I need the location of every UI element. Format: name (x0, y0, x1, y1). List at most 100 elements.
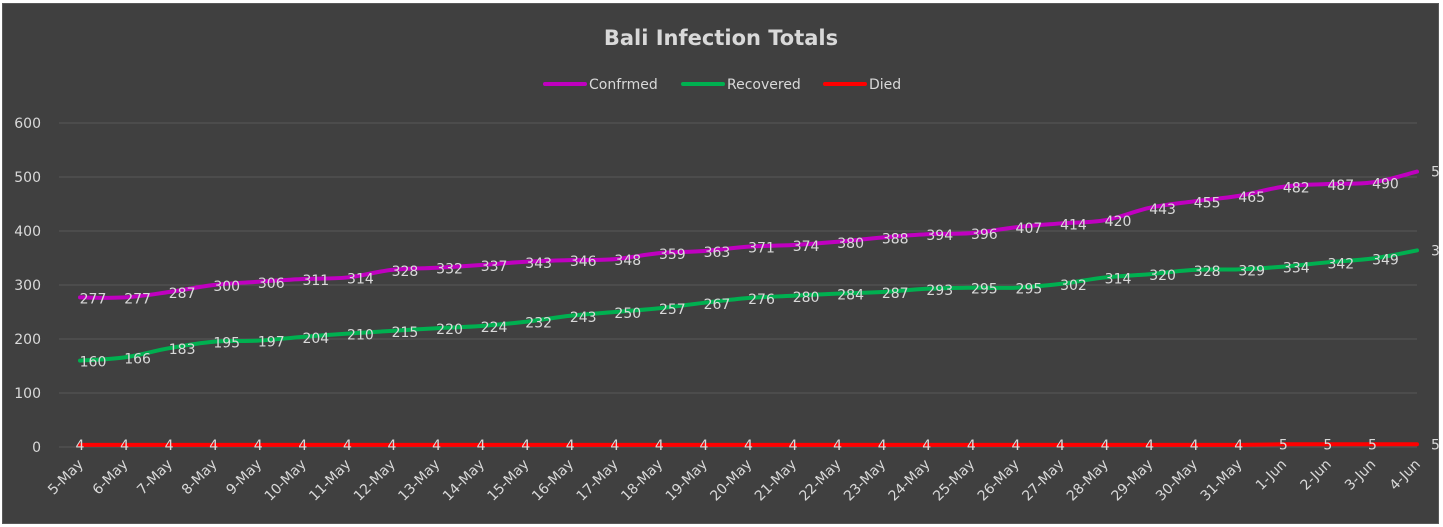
confrmed-data-label: 300 (213, 279, 240, 295)
recovered-data-label: 334 (1283, 261, 1310, 277)
died-data-label: 4 (343, 438, 352, 454)
recovered-data-label: 302 (1060, 278, 1087, 294)
died-data-label: 4 (922, 438, 931, 454)
x-tick-label: 13-May (395, 457, 443, 505)
died-data-label: 4 (477, 438, 486, 454)
y-tick-label: 200 (14, 332, 41, 348)
died-data-label: 4 (566, 438, 575, 454)
y-tick-label: 300 (14, 278, 41, 294)
confrmed-data-label: 371 (748, 241, 775, 257)
x-tick-label: 31-May (1198, 457, 1246, 505)
recovered-data-label: 329 (1238, 263, 1265, 279)
confrmed-data-label: 311 (302, 273, 329, 289)
died-data-label: 4 (610, 438, 619, 454)
recovered-data-label: 287 (882, 286, 909, 302)
confrmed-data-label: 343 (525, 256, 552, 272)
recovered-data-label: 204 (302, 331, 329, 347)
x-tick-label: 20-May (707, 457, 755, 505)
confrmed-data-label: 332 (436, 262, 463, 278)
x-tick-label: 1-Jun (1253, 457, 1290, 494)
x-tick-label: 28-May (1064, 457, 1112, 505)
recovered-series-line (78, 248, 1419, 363)
confrmed-data-label: 277 (80, 291, 107, 307)
confrmed-data-label: 420 (1105, 214, 1132, 230)
x-tick-label: 6-May (90, 457, 132, 499)
confrmed-data-label: 443 (1149, 202, 1176, 218)
confrmed-data-label: 346 (570, 254, 597, 270)
died-data-label: 4 (1190, 438, 1199, 454)
died-data-label: 4 (833, 438, 842, 454)
x-tick-label: 14-May (440, 457, 488, 505)
recovered-data-label: 293 (926, 283, 953, 299)
recovered-data-label: 342 (1327, 256, 1354, 272)
x-axis: 5-May 6-May 7-May 8-May 9-May10-May11-May12-… (45, 457, 1424, 505)
recovered-data-label: 220 (436, 322, 463, 338)
recovered-data-label: 197 (258, 335, 285, 351)
confrmed-data-label: 277 (124, 291, 151, 307)
x-tick-label: 16-May (529, 457, 577, 505)
recovered-data-label: 166 (124, 351, 151, 367)
chart-area: Bali Infection Totals Confrmed Recovered D… (2, 3, 1440, 524)
confrmed-data-label: 359 (659, 247, 686, 263)
died-data-label: 4 (1101, 438, 1110, 454)
died-data-label: 4 (388, 438, 397, 454)
confrmed-data-label: 414 (1060, 217, 1087, 233)
x-tick-label: 27-May (1019, 457, 1067, 505)
recovered-data-label: 183 (169, 342, 196, 358)
died-data-label: 5 (1279, 437, 1288, 453)
died-data-label: 4 (165, 438, 174, 454)
died-data-label: 4 (298, 438, 307, 454)
recovered-data-label: 224 (481, 320, 508, 336)
x-tick-label: 9-May (223, 457, 265, 499)
x-tick-label: 12-May (351, 457, 399, 505)
x-tick-label: 26-May (975, 457, 1023, 505)
died-data-label: 4 (1145, 438, 1154, 454)
x-tick-label: 11-May (306, 457, 354, 505)
recovered-data-label: 257 (659, 302, 686, 318)
died-data-label: 4 (1011, 438, 1020, 454)
confrmed-data-label: 337 (481, 259, 508, 275)
died-data-label: 5 (1323, 437, 1332, 453)
confrmed-data-label: 490 (1372, 176, 1399, 192)
died-data-label: 4 (1234, 438, 1243, 454)
x-tick-label: 25-May (930, 457, 978, 505)
x-tick-label: 21-May (752, 457, 800, 505)
died-data-label: 4 (432, 438, 441, 454)
confrmed-data-label: 348 (614, 253, 641, 269)
confrmed-series-line (78, 169, 1419, 300)
died-data-label: 4 (967, 438, 976, 454)
confrmed-data-label: 306 (258, 276, 285, 292)
died-data-label: 5 (1431, 437, 1440, 453)
recovered-data-label: 243 (570, 310, 597, 326)
legend-label-recovered: Recovered (727, 77, 801, 93)
recovered-data-label: 276 (748, 292, 775, 308)
confrmed-data-label: 465 (1238, 190, 1265, 206)
confrmed-data-label: 394 (926, 228, 953, 244)
x-tick-label: 8-May (179, 457, 221, 499)
confrmed-data-label: 482 (1283, 181, 1310, 197)
confrmed-data-label: 487 (1327, 178, 1354, 194)
died-data-label: 4 (120, 438, 129, 454)
x-tick-label: 2-Jun (1297, 457, 1334, 494)
x-tick-label: 17-May (574, 457, 622, 505)
legend-label-confrmed: Confrmed (589, 77, 658, 93)
confrmed-data-label: 388 (882, 231, 909, 247)
series-lines (78, 169, 1419, 447)
x-tick-label: 5-May (45, 457, 87, 499)
recovered-data-label: 314 (1105, 271, 1132, 287)
confrmed-data-label: 328 (392, 264, 419, 280)
died-series-line (78, 442, 1419, 447)
x-tick-label: 7-May (134, 457, 176, 499)
x-tick-label: 23-May (841, 457, 889, 505)
confrmed-data-label: 363 (704, 245, 731, 261)
y-tick-label: 100 (14, 386, 41, 402)
died-data-label: 4 (699, 438, 708, 454)
data-labels: 277 277 287 300 306 311 314 328 332 337 343 346 348 3… (76, 165, 1440, 454)
x-tick-label: 24-May (886, 457, 934, 505)
recovered-data-label: 215 (392, 325, 419, 341)
y-axis: 0 100 200 300 400 500 600 (14, 116, 41, 456)
x-tick-label: 15-May (485, 457, 533, 505)
confrmed-data-label: 510 (1431, 165, 1440, 181)
died-data-label: 4 (744, 438, 753, 454)
